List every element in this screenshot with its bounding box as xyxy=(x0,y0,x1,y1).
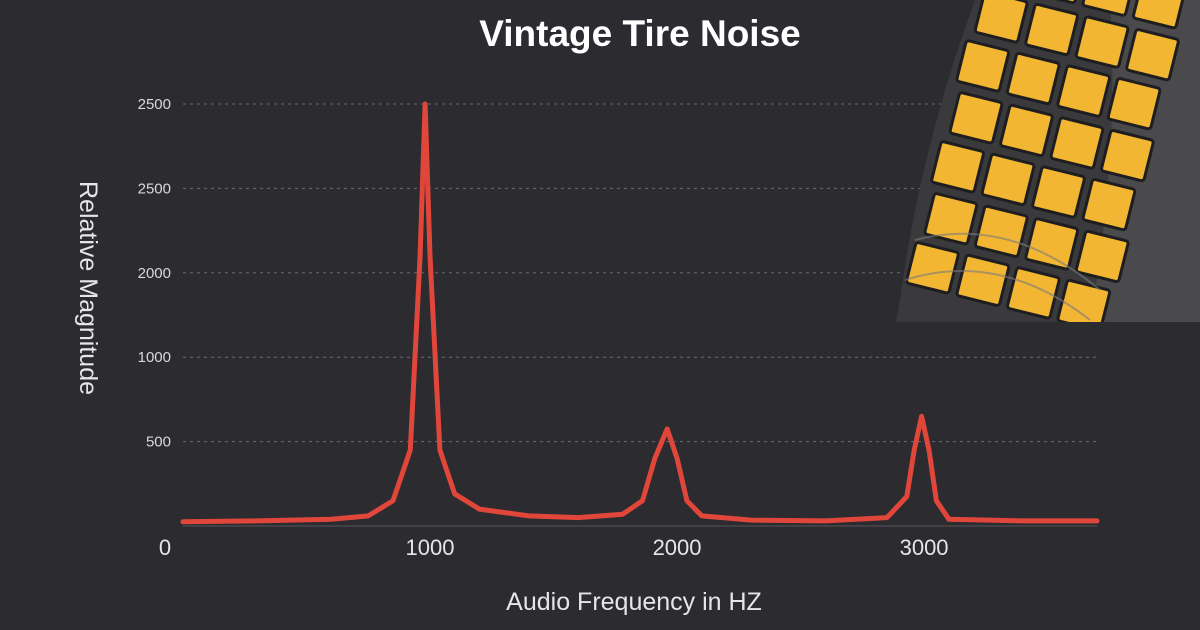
tread-block xyxy=(1031,165,1086,219)
tread-block xyxy=(948,91,1004,145)
series-layer xyxy=(180,101,1100,525)
tread-block xyxy=(1006,266,1061,320)
tread-block xyxy=(1081,178,1137,232)
y-tick-label: 500 xyxy=(146,434,171,451)
tread-block xyxy=(1125,28,1180,82)
tread-block xyxy=(1056,278,1112,322)
tread-block xyxy=(1049,116,1105,170)
tread-block xyxy=(1106,77,1162,131)
y-tick-label: 2500 xyxy=(138,96,171,113)
tread-block xyxy=(973,0,1029,44)
gridlines xyxy=(183,103,1097,443)
y-tick-label: 2000 xyxy=(138,265,171,282)
tread-block xyxy=(930,140,985,194)
tread-block xyxy=(999,103,1054,157)
tread-block xyxy=(1081,0,1137,17)
x-tick-labels: 0 1000 2000 3000 xyxy=(159,535,949,560)
tread-block xyxy=(1131,0,1187,30)
tread-block xyxy=(955,253,1011,307)
tread-block xyxy=(1074,15,1130,69)
x-tick-label: 3000 xyxy=(900,535,949,560)
tread-block xyxy=(1056,64,1111,118)
x-tick-label: 1000 xyxy=(406,535,455,560)
x-tick-label: 0 xyxy=(159,535,171,560)
tread-block xyxy=(955,39,1011,93)
y-tick-labels: 500 1000 2000 2500 2500 xyxy=(138,96,171,451)
chart-title: Vintage Tire Noise xyxy=(479,13,800,54)
tread-block xyxy=(1100,129,1155,183)
tread-block xyxy=(1074,229,1130,284)
tread-block xyxy=(1024,217,1080,271)
y-tick-label: 1000 xyxy=(138,349,171,366)
tread-block xyxy=(1005,51,1061,106)
tread-block xyxy=(905,241,960,295)
tread-block xyxy=(974,204,1029,258)
x-tick-label: 2000 xyxy=(653,535,702,560)
y-tick-label: 2500 xyxy=(138,180,171,197)
tread-block xyxy=(980,152,1036,206)
x-axis-label: Audio Frequency in HZ xyxy=(506,588,762,616)
tread-block xyxy=(923,192,979,246)
tire-tread-image xyxy=(896,0,1200,322)
y-axis-label: Relative Magnitude xyxy=(74,181,102,395)
series-line xyxy=(180,101,1100,525)
tread-block xyxy=(1024,2,1079,57)
